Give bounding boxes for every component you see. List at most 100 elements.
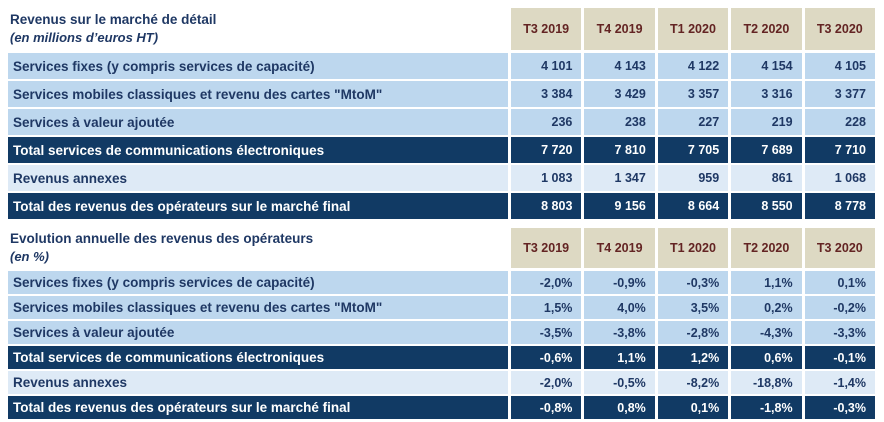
value-cell: 1,5% [511, 296, 582, 319]
value-cell: 7 810 [584, 137, 655, 163]
value-cell: 1,1% [731, 271, 802, 294]
row-label: Services fixes (y compris services de ca… [8, 53, 508, 79]
table-row: Total services de communications électro… [8, 346, 875, 369]
value-cell: 4 101 [511, 53, 582, 79]
value-cell: -0,3% [804, 396, 875, 419]
value-cell: 9 156 [584, 193, 655, 219]
value-cell: 3 316 [731, 81, 802, 107]
evolution-table-unit: (en %) [10, 248, 49, 264]
value-cell: 3 429 [584, 81, 655, 107]
row-label: Revenus annexes [8, 371, 508, 394]
revenue-table: Revenus sur le marché de détail (en mill… [8, 8, 875, 219]
value-cell: 959 [657, 165, 729, 191]
table-row: Total des revenus des opérateurs sur le … [8, 396, 875, 419]
value-cell: 1 347 [584, 165, 655, 191]
value-cell: -2,0% [511, 371, 582, 394]
value-cell: 8 803 [511, 193, 582, 219]
value-cell: 3 357 [657, 81, 729, 107]
value-cell: 4 143 [584, 53, 655, 79]
value-cell: 8 664 [657, 193, 729, 219]
row-label: Services à valeur ajoutée [8, 321, 508, 344]
column-header: T1 2020 [657, 228, 729, 268]
column-header: T2 2020 [731, 228, 802, 268]
value-cell: 0,1% [804, 271, 875, 294]
value-cell: 3 384 [511, 81, 582, 107]
column-header: T4 2019 [584, 8, 655, 50]
value-cell: 1 068 [804, 165, 875, 191]
value-cell: -3,8% [584, 321, 655, 344]
table-row: Services mobiles classiques et revenu de… [8, 81, 875, 107]
value-cell: -3,5% [511, 321, 582, 344]
value-cell: 0,8% [584, 396, 655, 419]
revenue-table-title: Revenus sur le marché de détail [10, 12, 217, 28]
column-header: T2 2020 [731, 8, 802, 50]
value-cell: 236 [511, 109, 582, 135]
value-cell: 1,1% [584, 346, 655, 369]
value-cell: -4,3% [731, 321, 802, 344]
revenue-table-header-row: Revenus sur le marché de détail (en mill… [8, 8, 875, 50]
row-label: Revenus annexes [8, 165, 508, 191]
value-cell: -2,0% [511, 271, 582, 294]
evolution-table-header-row: Evolution annuelle des revenus des opéra… [8, 228, 875, 268]
value-cell: 0,1% [657, 396, 729, 419]
table-row: Total services de communications électro… [8, 137, 875, 163]
value-cell: -0,9% [584, 271, 655, 294]
value-cell: -2,8% [657, 321, 729, 344]
value-cell: 0,6% [731, 346, 802, 369]
value-cell: -0,6% [511, 346, 582, 369]
value-cell: 238 [584, 109, 655, 135]
value-cell: 8 550 [731, 193, 802, 219]
value-cell: -0,5% [584, 371, 655, 394]
table-row: Services à valeur ajoutée 236 238 227 219 228 [8, 109, 875, 135]
value-cell: 861 [731, 165, 802, 191]
value-cell: 7 710 [804, 137, 875, 163]
evolution-table-title: Evolution annuelle des revenus des opéra… [10, 231, 314, 247]
value-cell: 4 105 [804, 53, 875, 79]
table-row: Total des revenus des opérateurs sur le … [8, 193, 875, 219]
value-cell: -0,8% [511, 396, 582, 419]
column-header: T3 2019 [511, 8, 582, 50]
row-label: Total des revenus des opérateurs sur le … [8, 193, 508, 219]
column-header: T3 2019 [511, 228, 582, 268]
row-label: Services mobiles classiques et revenu de… [8, 81, 508, 107]
column-header: T4 2019 [584, 228, 655, 268]
table-row: Revenus annexes 1 083 1 347 959 861 1 068 [8, 165, 875, 191]
row-label: Total des revenus des opérateurs sur le … [8, 396, 508, 419]
table-row: Revenus annexes -2,0% -0,5% -8,2% -18,8% -1,4… [8, 371, 875, 394]
table-row: Services à valeur ajoutée -3,5% -3,8% -2,8%… [8, 321, 875, 344]
value-cell: -0,3% [657, 271, 729, 294]
column-header: T3 2020 [804, 228, 875, 268]
column-header: T3 2020 [804, 8, 875, 50]
revenue-table-title-block: Revenus sur le marché de détail (en mill… [8, 8, 508, 50]
value-cell: 1 083 [511, 165, 582, 191]
value-cell: 3 377 [804, 81, 875, 107]
row-label: Services à valeur ajoutée [8, 109, 508, 135]
value-cell: 219 [731, 109, 802, 135]
value-cell: 7 720 [511, 137, 582, 163]
row-label: Total services de communications électro… [8, 346, 508, 369]
value-cell: 4,0% [584, 296, 655, 319]
value-cell: -3,3% [804, 321, 875, 344]
row-label: Services mobiles classiques et revenu de… [8, 296, 508, 319]
value-cell: 228 [804, 109, 875, 135]
value-cell: 4 122 [657, 53, 729, 79]
evolution-table: Evolution annuelle des revenus des opéra… [8, 228, 875, 419]
value-cell: -18,8% [731, 371, 802, 394]
value-cell: 1,2% [657, 346, 729, 369]
value-cell: 227 [657, 109, 729, 135]
value-cell: 7 689 [731, 137, 802, 163]
table-row: Services mobiles classiques et revenu de… [8, 296, 875, 319]
row-label: Services fixes (y compris services de ca… [8, 271, 508, 294]
value-cell: 4 154 [731, 53, 802, 79]
evolution-table-body: Services fixes (y compris services de ca… [8, 271, 875, 419]
value-cell: -1,4% [804, 371, 875, 394]
value-cell: -0,2% [804, 296, 875, 319]
value-cell: 0,2% [731, 296, 802, 319]
value-cell: 3,5% [657, 296, 729, 319]
table-row: Services fixes (y compris services de ca… [8, 271, 875, 294]
value-cell: 8 778 [804, 193, 875, 219]
row-label: Total services de communications électro… [8, 137, 508, 163]
revenue-table-body: Services fixes (y compris services de ca… [8, 53, 875, 219]
value-cell: 7 705 [657, 137, 729, 163]
